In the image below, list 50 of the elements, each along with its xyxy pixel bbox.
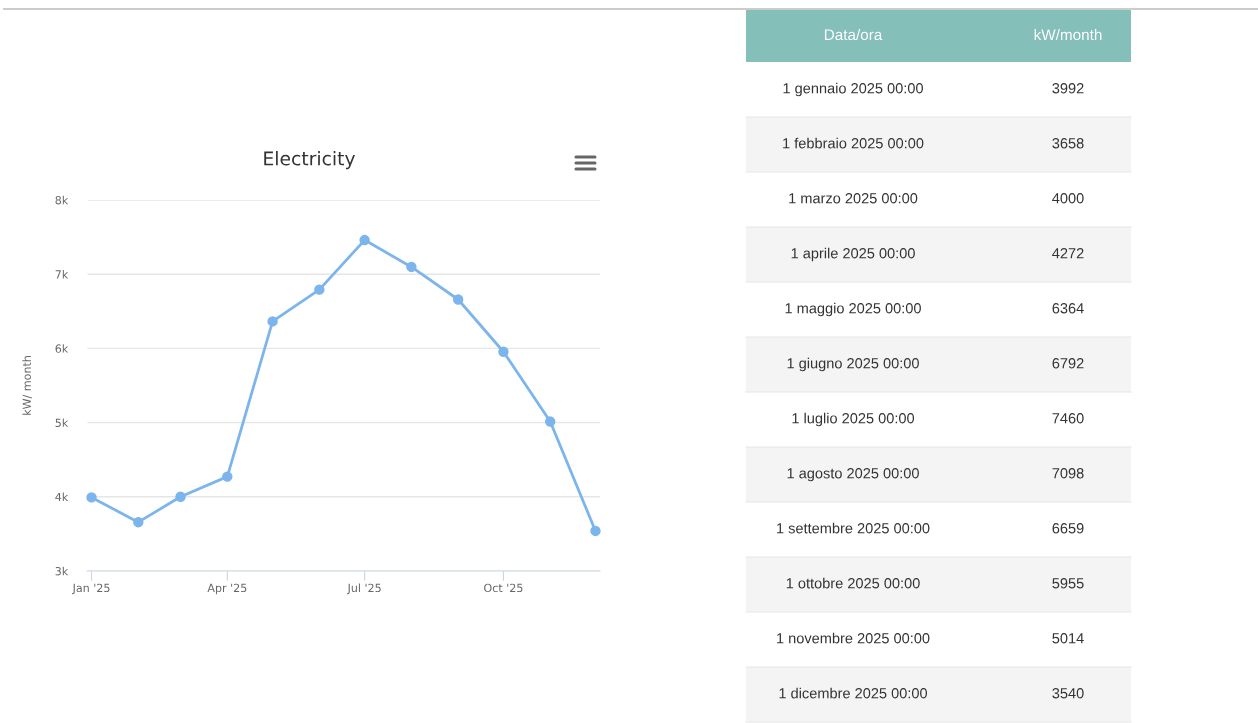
text: kW/month [1034, 28, 1102, 41]
category-label: 1 ottobre 2025 00:00 [786, 577, 920, 589]
y-tick-label: 8k [55, 195, 69, 205]
point [86, 492, 97, 503]
text: Data/ora [824, 28, 883, 41]
point [544, 416, 556, 427]
data-label: 6659 [1052, 523, 1084, 534]
point [222, 471, 233, 482]
category-label: 1 novembre 2025 00:00 [777, 632, 930, 644]
x-tick-label: Jul '25 [346, 583, 381, 595]
point [359, 234, 370, 246]
data-label: 6792 [1052, 358, 1084, 369]
data-label: 3992 [1052, 83, 1084, 94]
category-label: 1 marzo 2025 00:00 [789, 193, 918, 204]
category-label: 1 settembre 2025 00:00 [777, 522, 930, 534]
x-tick-label: Jan '25 [72, 583, 110, 595]
data-label: 5955 [1052, 578, 1084, 589]
data-label: 7460 [1052, 413, 1084, 424]
chart-title: Electricity [264, 151, 356, 170]
category-label: 1 gennaio 2025 00:00 [783, 82, 923, 97]
y-tick-label: 7k [55, 269, 69, 279]
category-label: 1 agosto 2025 00:00 [787, 468, 919, 482]
category-label: 1 luglio 2025 00:00 [792, 412, 915, 427]
category-label: 1 dicembre 2025 00:00 [779, 687, 928, 699]
y-tick-label: 4k [55, 492, 69, 502]
data-label: 6364 [1052, 303, 1084, 314]
y-tick-label: 5k [55, 418, 69, 427]
data-label: 3540 [1052, 688, 1084, 699]
point [406, 261, 417, 273]
x-tick-label: Oct '25 [484, 583, 523, 593]
point [133, 516, 144, 528]
data-label: 4272 [1052, 248, 1084, 259]
y-tick-label: 6k [55, 344, 69, 353]
data-label: 3658 [1052, 138, 1084, 149]
point [267, 316, 278, 327]
point [498, 346, 509, 357]
y-axis-title: kW/ month [22, 356, 32, 415]
category-label: 1 giugno 2025 00:00 [787, 357, 919, 372]
data-label: 5014 [1052, 633, 1084, 644]
point [314, 284, 325, 295]
y-tick-label: 3k [55, 566, 69, 576]
category-label: 1 aprile 2025 00:00 [791, 247, 915, 262]
category-label: 1 febbraio 2025 00:00 [783, 137, 924, 149]
data-label: 4000 [1052, 193, 1084, 204]
x-tick-label: Apr '25 [207, 583, 247, 595]
point [452, 294, 464, 305]
category-label: 1 maggio 2025 00:00 [785, 302, 921, 317]
data-label: 7098 [1052, 468, 1084, 479]
point [175, 491, 186, 503]
point [590, 525, 601, 537]
